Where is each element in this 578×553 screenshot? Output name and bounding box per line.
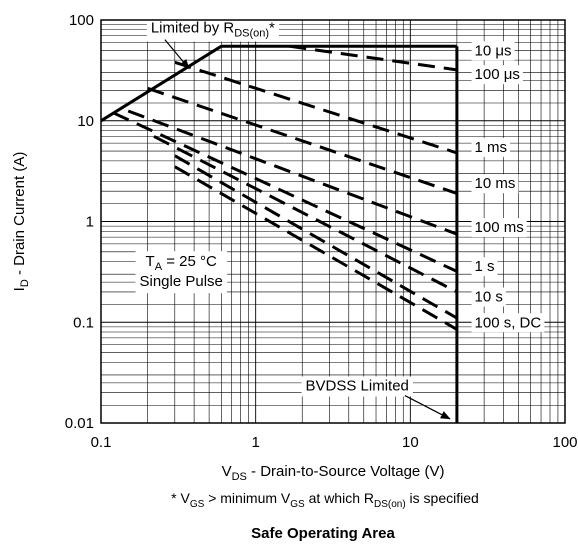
series-line <box>174 60 458 155</box>
bvdss-label: BVDSS Limited <box>306 378 409 395</box>
series-line <box>147 86 458 195</box>
curve-label: 100 s, DC <box>475 314 542 331</box>
curve-label: 10 μs <box>475 42 512 59</box>
curve-label: 10 s <box>475 289 503 306</box>
bvdss-label-background <box>301 376 413 397</box>
x-tick-label: 100 <box>552 434 577 451</box>
rds-limit-label: Limited by RDS(on)* <box>151 20 275 40</box>
plot-frame <box>100 19 566 424</box>
curve-label-background <box>471 137 511 157</box>
curve-label: 1 ms <box>475 139 508 156</box>
y-tick-label: 10 <box>77 113 94 130</box>
conditions-line-2: Single Pulse <box>140 273 223 290</box>
curve-label-background <box>471 218 527 238</box>
y-tick-label: 100 <box>69 12 94 29</box>
rds-on-limit-line <box>100 44 223 123</box>
curve-label-background <box>471 174 519 194</box>
bvdss-arrow <box>404 395 451 420</box>
rds-limit-label-background <box>146 18 280 42</box>
conditions-line-1: TA = 25 °C <box>146 253 217 273</box>
plot-lines <box>100 44 459 423</box>
conditions-background <box>135 251 227 294</box>
series-line <box>289 44 458 72</box>
series-line <box>153 135 458 294</box>
curve-label-background <box>471 65 523 85</box>
y-tick-label: 1 <box>86 214 94 231</box>
series-line <box>174 154 458 320</box>
y-axis-label: ID - Drain Current (A) <box>11 152 31 292</box>
curve-label: 100 μs <box>475 66 520 83</box>
series-line <box>127 109 458 236</box>
y-tick-label: 0.1 <box>73 314 94 331</box>
rds-limit-arrow <box>164 39 190 70</box>
x-axis-label: VDS - Drain-to-Source Voltage (V) <box>222 463 445 483</box>
x-tick-label: 1 <box>251 434 259 451</box>
curve-label-background <box>471 313 545 333</box>
chart-title: Safe Operating Area <box>251 525 395 542</box>
series-line <box>112 111 458 273</box>
x-tick-label: 0.1 <box>91 434 112 451</box>
curve-label: 10 ms <box>475 175 516 192</box>
curve-label-background <box>471 257 498 277</box>
series-line <box>174 165 458 331</box>
annotations: Limited by RDS(on)* BVDSS Limited TA = 25 … <box>135 18 451 420</box>
curve-label: 1 s <box>475 258 495 275</box>
curve-label-background <box>471 41 515 61</box>
curve-label-background <box>471 287 506 307</box>
axes: 0.1 1 10 100 0.01 0.1 1 10 100 VDS - Drain-to-Sou… <box>11 12 578 542</box>
x-tick-label: 10 <box>402 434 419 451</box>
footnote: * VGS > minimum VGS at which RDS(on) is … <box>171 490 479 510</box>
curve-label: 100 ms <box>475 219 524 236</box>
y-tick-label: 0.01 <box>65 415 94 432</box>
curve-labels: 10 μs 100 μs 1 ms 10 ms 100 ms 1 s 10 s 100 s, … <box>471 41 545 333</box>
